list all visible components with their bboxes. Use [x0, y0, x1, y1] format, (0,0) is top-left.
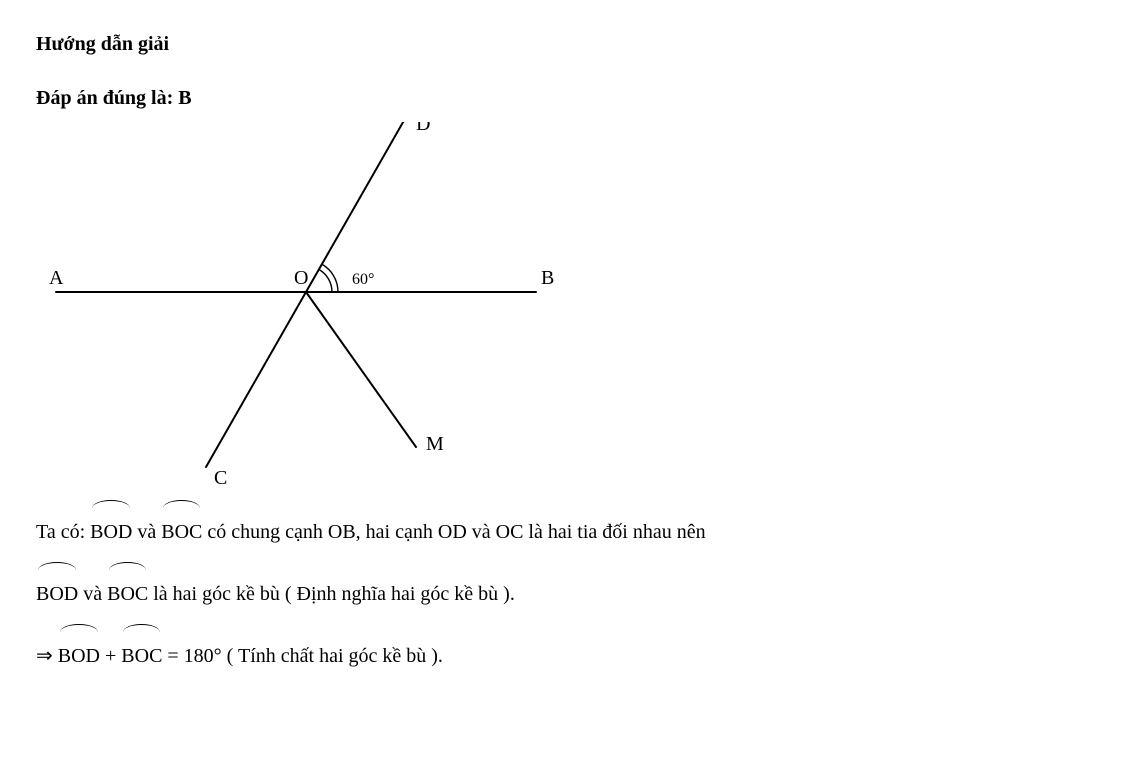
explanation-line-3: ⇒ BOD + BOC = 180° ( Tính chất hai góc k…: [36, 630, 1087, 678]
heading-solution-guide: Hướng dẫn giải: [36, 28, 1087, 60]
explanation-line-2: BOD và BOC là hai góc kề bù ( Định nghĩa…: [36, 568, 1087, 616]
page: Hướng dẫn giải Đáp án đúng là: B 60°ABOC…: [0, 0, 1123, 780]
heading-correct-answer: Đáp án đúng là: B: [36, 82, 1087, 114]
text-va-2: và: [78, 583, 107, 605]
svg-text:C: C: [214, 467, 227, 489]
svg-text:60°: 60°: [352, 271, 374, 288]
angle-BOC: BOC: [121, 630, 162, 678]
text-arrow: ⇒: [36, 645, 58, 667]
text-l2-tail: là hai góc kề bù ( Định nghĩa hai góc kề…: [148, 583, 515, 605]
explanation-line-1: Ta có: BOD và BOC có chung cạnh OB, hai …: [36, 506, 1087, 554]
svg-text:B: B: [541, 267, 554, 289]
text-va-1: và: [132, 521, 161, 543]
angle-BOC: BOC: [161, 506, 202, 554]
angle-BOD: BOD: [90, 506, 132, 554]
geometry-diagram: 60° A B O C D M: [36, 122, 556, 492]
text-plus: +: [100, 645, 121, 667]
text-ta-co: Ta có:: [36, 521, 90, 543]
angle-BOD: BOD: [36, 568, 78, 616]
svg-text:M: M: [426, 433, 444, 455]
text-l1-mid: có chung cạnh OB, hai cạnh OD và OC là h…: [202, 521, 705, 543]
svg-text:A: A: [49, 267, 64, 289]
svg-text:O: O: [294, 267, 308, 289]
angle-BOC: BOC: [107, 568, 148, 616]
svg-text:D: D: [416, 122, 430, 135]
text-eq180: = 180° ( Tính chất hai góc kề bù ).: [162, 645, 443, 667]
angle-BOD: BOD: [58, 630, 100, 678]
